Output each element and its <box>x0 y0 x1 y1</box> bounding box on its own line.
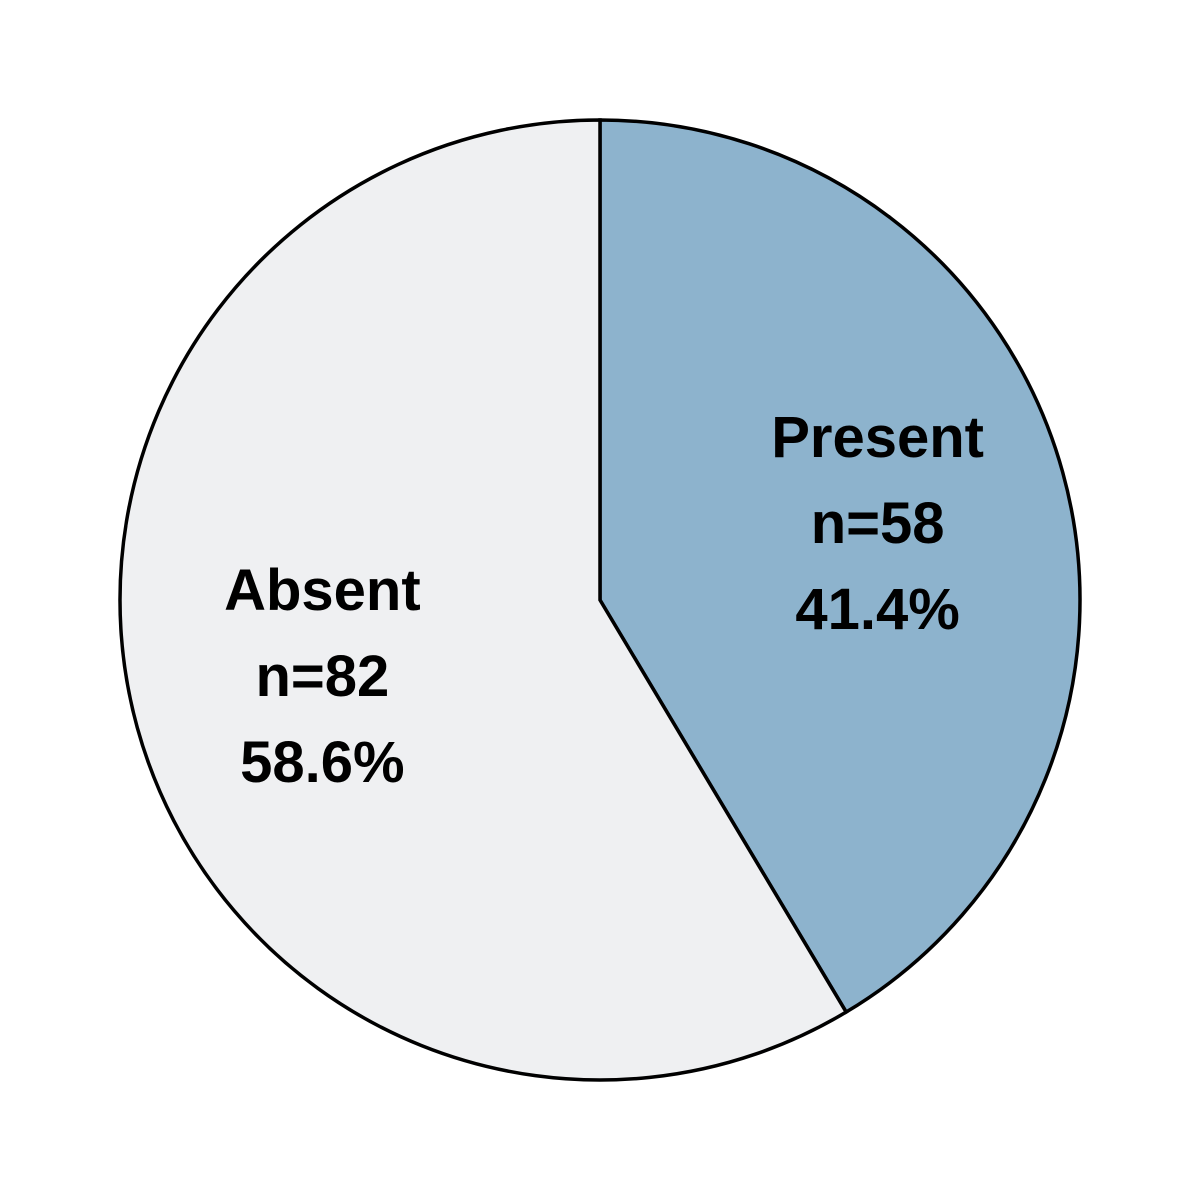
slice-label-absent: Absent <box>224 558 421 623</box>
slice-percent-absent: 58.6% <box>240 730 404 795</box>
pie-slices <box>118 118 1082 1082</box>
pie-slice-absent <box>118 118 849 1082</box>
slice-label-present: Present <box>771 405 984 470</box>
slice-count-absent: n=82 <box>255 644 389 709</box>
slice-percent-present: 41.4% <box>795 577 959 642</box>
pie-labels: Present n=58 41.4% Absent n=82 58.6% <box>224 405 984 795</box>
pie-slice-present <box>598 118 1082 1015</box>
slice-count-present: n=58 <box>811 491 945 556</box>
